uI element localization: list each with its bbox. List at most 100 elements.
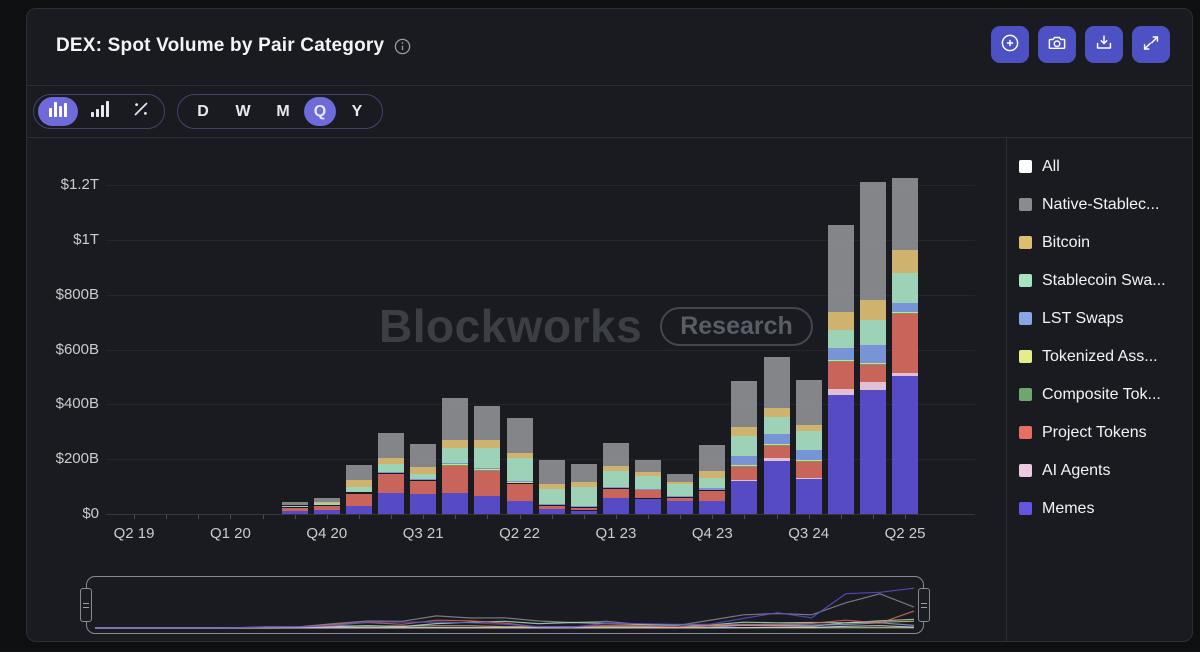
- percent-toggle[interactable]: [122, 97, 160, 126]
- bar-segment-Q2 21[interactable]: [378, 433, 404, 458]
- bar-segment-Q4 21[interactable]: [442, 493, 469, 514]
- bar-segment-Q4 23[interactable]: [699, 470, 726, 479]
- bar-segment-Q3 22[interactable]: [538, 505, 565, 509]
- bar-segment-Q1 21[interactable]: [345, 465, 372, 481]
- bar-segment-Q2 25[interactable]: [892, 302, 918, 312]
- bar-segment-Q2 25[interactable]: [892, 177, 918, 250]
- bar-segment-Q3 24[interactable]: [795, 477, 822, 480]
- bar-segment-Q1 22[interactable]: [474, 469, 501, 470]
- bar-segment-Q4 20[interactable]: [313, 503, 340, 505]
- info-icon[interactable]: [393, 37, 412, 56]
- stacked-bar-toggle[interactable]: [38, 97, 78, 126]
- bar-segment-Q1 21[interactable]: [345, 506, 372, 514]
- bar-segment-Q4 23[interactable]: [699, 501, 726, 514]
- bar-segment-Q4 21[interactable]: [442, 440, 469, 448]
- bar-segment-Q1 25[interactable]: [859, 364, 886, 366]
- zoom-in-button[interactable]: [991, 26, 1029, 63]
- bar-segment-Q2 23[interactable]: [635, 488, 661, 490]
- legend-item-memes[interactable]: Memes: [1019, 497, 1189, 520]
- bar-segment-Q3 23[interactable]: [667, 495, 694, 497]
- bar-segment-Q1 22[interactable]: [474, 447, 501, 468]
- bar-segment-Q1 25[interactable]: [859, 300, 886, 321]
- interval-quarter[interactable]: Q: [304, 97, 336, 126]
- bar-segment-Q4 24[interactable]: [827, 330, 854, 348]
- bar-segment-Q2 22[interactable]: [506, 453, 533, 459]
- bar-segment-Q1 25[interactable]: [859, 345, 886, 363]
- bar-segment-Q2 25[interactable]: [892, 376, 918, 514]
- bar-segment-Q4 21[interactable]: [442, 463, 469, 465]
- bar-segment-Q4 22[interactable]: [570, 463, 597, 483]
- bar-segment-Q3 20[interactable]: [281, 511, 308, 514]
- bar-segment-Q1 24[interactable]: [731, 435, 758, 456]
- bar-segment-Q4 20[interactable]: [313, 502, 340, 504]
- bar-segment-Q3 23[interactable]: [667, 481, 694, 485]
- range-handle-right[interactable]: [918, 588, 930, 622]
- bar-segment-Q3 24[interactable]: [795, 431, 822, 451]
- legend-item-native-stablec[interactable]: Native-Stablec...: [1019, 193, 1189, 216]
- interval-week[interactable]: W: [224, 97, 262, 126]
- bar-segment-Q1 23[interactable]: [602, 466, 629, 471]
- bar-segment-Q2 23[interactable]: [635, 490, 661, 499]
- bar-segment-Q1 23[interactable]: [602, 488, 629, 498]
- bar-segment-Q1 24[interactable]: [731, 465, 758, 467]
- bar-segment-Q3 21[interactable]: [410, 467, 437, 474]
- bar-segment-Q2 21[interactable]: [378, 457, 404, 465]
- bar-segment-Q3 23[interactable]: [667, 497, 694, 501]
- bar-segment-Q2 23[interactable]: [635, 498, 661, 514]
- bar-segment-Q1 25[interactable]: [859, 382, 886, 391]
- bar-segment-Q2 21[interactable]: [378, 473, 404, 493]
- bar-segment-Q1 24[interactable]: [731, 381, 758, 427]
- legend-item-composite-tok[interactable]: Composite Tok...: [1019, 383, 1189, 406]
- bar-segment-Q1 24[interactable]: [731, 481, 758, 514]
- bar-segment-Q4 21[interactable]: [442, 465, 469, 493]
- bar-segment-Q1 25[interactable]: [859, 365, 886, 383]
- screenshot-button[interactable]: [1038, 26, 1076, 63]
- bar-segment-Q3 24[interactable]: [795, 479, 822, 514]
- interval-month[interactable]: M: [264, 97, 302, 126]
- bar-segment-Q4 22[interactable]: [570, 505, 597, 507]
- bar-segment-Q2 22[interactable]: [506, 481, 533, 483]
- bar-segment-Q4 24[interactable]: [827, 312, 854, 331]
- download-button[interactable]: [1085, 26, 1123, 63]
- bar-segment-Q2 25[interactable]: [892, 249, 918, 273]
- bar-segment-Q4 21[interactable]: [442, 464, 469, 466]
- bar-segment-Q4 23[interactable]: [699, 488, 726, 490]
- bar-segment-Q2 24[interactable]: [763, 461, 790, 514]
- bar-segment-Q4 24[interactable]: [827, 361, 854, 363]
- interval-day[interactable]: D: [184, 97, 222, 126]
- bar-segment-Q2 22[interactable]: [506, 418, 533, 454]
- bar-segment-Q2 21[interactable]: [378, 472, 404, 473]
- bar-segment-Q2 24[interactable]: [763, 445, 790, 446]
- bar-segment-Q3 22[interactable]: [538, 459, 565, 485]
- bar-segment-Q1 21[interactable]: [345, 480, 372, 488]
- bar-segment-Q4 20[interactable]: [313, 497, 340, 503]
- bar-segment-Q4 21[interactable]: [442, 447, 469, 463]
- bar-segment-Q3 24[interactable]: [795, 460, 822, 462]
- bar-segment-Q1 22[interactable]: [474, 467, 501, 470]
- bar-segment-Q1 24[interactable]: [731, 455, 758, 466]
- bar-segment-Q1 24[interactable]: [731, 467, 758, 480]
- grouped-bar-toggle[interactable]: [80, 97, 120, 126]
- bar-segment-Q2 24[interactable]: [763, 434, 790, 445]
- bar-segment-Q1 23[interactable]: [602, 443, 629, 466]
- bar-segment-Q1 22[interactable]: [474, 470, 501, 496]
- bar-segment-Q2 25[interactable]: [892, 273, 918, 303]
- bar-segment-Q1 24[interactable]: [731, 426, 758, 436]
- bar-segment-Q3 24[interactable]: [795, 450, 822, 460]
- bar-segment-Q3 23[interactable]: [667, 484, 694, 496]
- bar-segment-Q2 22[interactable]: [506, 458, 533, 482]
- bar-segment-Q3 20[interactable]: [281, 501, 308, 506]
- bar-segment-Q3 24[interactable]: [795, 425, 822, 432]
- bar-segment-Q3 20[interactable]: [281, 507, 308, 511]
- bar-segment-Q2 21[interactable]: [378, 493, 404, 514]
- bar-segment-Q4 24[interactable]: [827, 389, 854, 396]
- bar-segment-Q1 22[interactable]: [474, 440, 501, 448]
- bar-segment-Q4 24[interactable]: [827, 395, 854, 514]
- legend-item-stablecoin-swa[interactable]: Stablecoin Swa...: [1019, 269, 1189, 292]
- bar-segment-Q2 25[interactable]: [892, 314, 918, 374]
- bar-segment-Q1 22[interactable]: [474, 496, 501, 514]
- fullscreen-button[interactable]: [1132, 26, 1170, 63]
- bar-segment-Q4 21[interactable]: [442, 464, 469, 465]
- bar-segment-Q2 24[interactable]: [763, 444, 790, 446]
- bar-segment-Q1 23[interactable]: [602, 498, 629, 514]
